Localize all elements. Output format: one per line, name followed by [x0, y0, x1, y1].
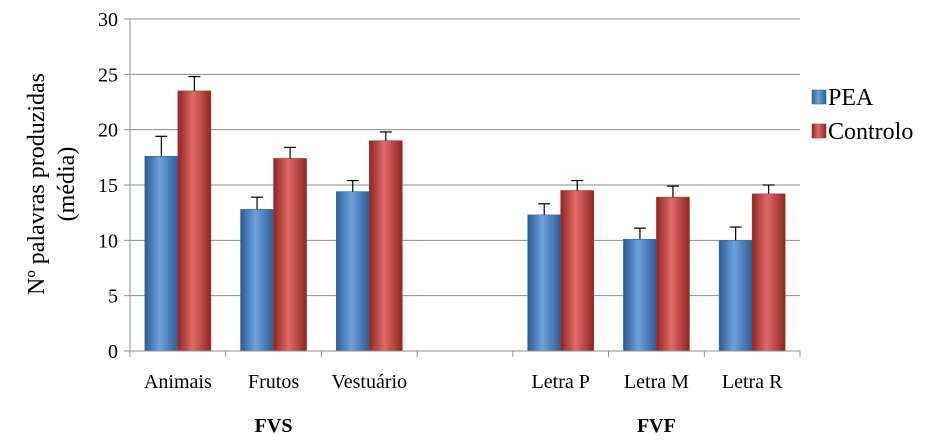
bar-controlo-4: [656, 196, 690, 352]
y-axis-title-line-2: (média): [54, 147, 80, 222]
bar-controlo-5: [751, 193, 786, 352]
bar-controlo-3: [560, 190, 595, 352]
bars: [144, 90, 786, 352]
group-label: FVF: [637, 415, 676, 437]
bar-pea-4: [623, 238, 657, 352]
gridlines: [130, 18, 800, 297]
x-category-label: Letra M: [624, 371, 689, 393]
legend-swatch-pea: [811, 89, 827, 105]
legend-label-controlo: Controlo: [828, 119, 913, 145]
axes: [129, 19, 801, 357]
x-category-label: Frutos: [248, 371, 299, 393]
bar-pea-5: [718, 240, 753, 352]
x-category-label: Vestuário: [332, 371, 408, 393]
bar-pea-2: [335, 191, 370, 352]
y-tick-label: 10: [98, 230, 118, 252]
y-tick-label: 0: [108, 341, 118, 363]
y-axis-title: Nº palavras produzidas (média): [24, 73, 80, 295]
legend: PEA Controlo: [811, 85, 913, 145]
x-category-label: Letra P: [532, 371, 590, 393]
y-tick-label: 30: [98, 9, 118, 31]
bar-pea-1: [240, 209, 274, 352]
error-bars: [155, 75, 775, 241]
legend-label-pea: PEA: [828, 85, 874, 111]
legend-swatch-controlo: [811, 123, 827, 139]
bar-controlo-1: [273, 158, 307, 352]
bar-pea-3: [527, 214, 562, 352]
group-label: FVS: [255, 415, 293, 437]
y-axis-ticks: 0 5 10 15 20 25 30: [98, 9, 130, 363]
bar-pea-0: [144, 155, 179, 352]
bar-controlo-0: [177, 90, 212, 352]
x-axis-labels: Animais Frutos Vestuário Letra P Letra M Letr…: [144, 371, 783, 393]
y-tick-label: 5: [108, 286, 118, 308]
y-tick-label: 20: [98, 120, 118, 142]
bar-controlo-2: [368, 140, 403, 352]
y-axis-title-line-1: Nº palavras produzidas: [24, 73, 50, 295]
group-labels: FVS FVF: [255, 415, 676, 437]
x-category-label: Letra R: [722, 371, 783, 393]
y-tick-label: 15: [98, 175, 118, 197]
x-category-label: Animais: [144, 371, 212, 393]
y-tick-label: 25: [98, 64, 118, 86]
